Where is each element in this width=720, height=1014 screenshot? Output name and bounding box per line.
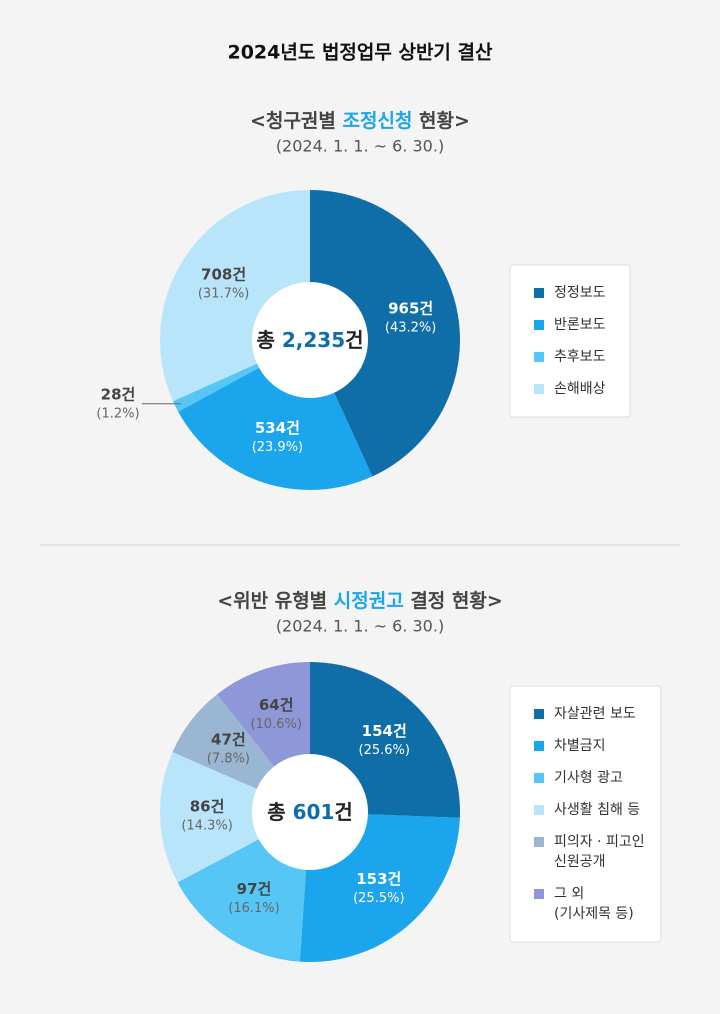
legend-box [509, 685, 662, 943]
center-value: 2,235 [282, 328, 345, 352]
legend-label: 그 외 (기사제목 등) [554, 886, 634, 922]
center-total: 총 601건 [267, 800, 353, 824]
legend-label: 피의자 · 피고인 신원공개 [554, 834, 645, 870]
legend-swatch [534, 889, 544, 899]
legend-swatch [534, 288, 544, 298]
slice [310, 190, 461, 477]
page-title: 2024년도 법정업무 상반기 결산 [227, 42, 493, 64]
title-text: 결정 현황> [404, 589, 503, 612]
value-label: 708건 [201, 265, 246, 283]
legend-swatch [534, 709, 544, 719]
legend-swatch [534, 837, 544, 847]
percent-label: (43.2%) [385, 321, 436, 336]
percent-label: (10.6%) [250, 717, 301, 732]
title-text: <위반 유형별 [217, 590, 334, 612]
percent-label: (25.6%) [359, 743, 410, 758]
slice [160, 752, 310, 883]
legend-swatch [534, 352, 544, 362]
legend-swatch [534, 741, 544, 751]
legend-label: 사생활 침해 등 [554, 802, 640, 818]
legend-swatch [534, 805, 544, 815]
title-highlight: 시정권고 [334, 590, 404, 612]
legend-label: 반론보도 [554, 317, 606, 333]
percent-label: (25.5%) [353, 891, 404, 906]
value-label: 97건 [237, 880, 272, 898]
legend-box [509, 264, 631, 418]
center-prefix: 총 [267, 800, 292, 824]
percent-label: (16.1%) [228, 901, 279, 916]
center-prefix: 총 [256, 328, 281, 352]
legend-label: 정정보도 [554, 285, 606, 301]
legend-label: 자살관련 보도 [554, 706, 636, 722]
donut-hole [252, 754, 368, 870]
center-value: 601 [293, 800, 335, 824]
center-unit: 건 [345, 328, 363, 352]
value-label: 154건 [362, 722, 407, 740]
value-label: 86건 [190, 798, 225, 816]
legend-swatch [534, 384, 544, 394]
percent-label: (23.9%) [252, 440, 303, 455]
title-highlight: 조정신청 [343, 110, 413, 132]
value-label: 64건 [259, 696, 294, 714]
legend-label: 차별금지 [554, 738, 606, 754]
chart-subtitle: (2024. 1. 1. ~ 6. 30.) [276, 137, 444, 156]
legend-swatch [534, 320, 544, 330]
chart-title: <위반 유형별 시정권고 결정 현황> [217, 589, 503, 612]
value-label: 153건 [356, 870, 401, 888]
percent-label: (31.7%) [198, 286, 249, 301]
value-label: 534건 [255, 419, 300, 437]
title-text: <청구권별 [250, 110, 342, 132]
legend-label: 손해배상 [554, 381, 606, 397]
title-text: 현황> [412, 109, 470, 132]
percent-label: (7.8%) [207, 752, 250, 767]
value-label: 47건 [211, 731, 246, 749]
value-label: 965건 [388, 300, 433, 318]
donut-hole [252, 282, 368, 398]
legend-swatch [534, 773, 544, 783]
chart-title: <청구권별 조정신청 현황> [250, 109, 470, 132]
percent-label: (1.2%) [96, 406, 139, 421]
percent-label: (14.3%) [181, 819, 232, 834]
legend-label: 추후보도 [554, 349, 606, 365]
legend-label: 기사형 광고 [554, 770, 623, 786]
value-label: 28건 [101, 385, 136, 403]
chart-subtitle: (2024. 1. 1. ~ 6. 30.) [276, 617, 444, 636]
center-unit: 건 [334, 800, 352, 824]
center-total: 총 2,235건 [256, 328, 363, 352]
